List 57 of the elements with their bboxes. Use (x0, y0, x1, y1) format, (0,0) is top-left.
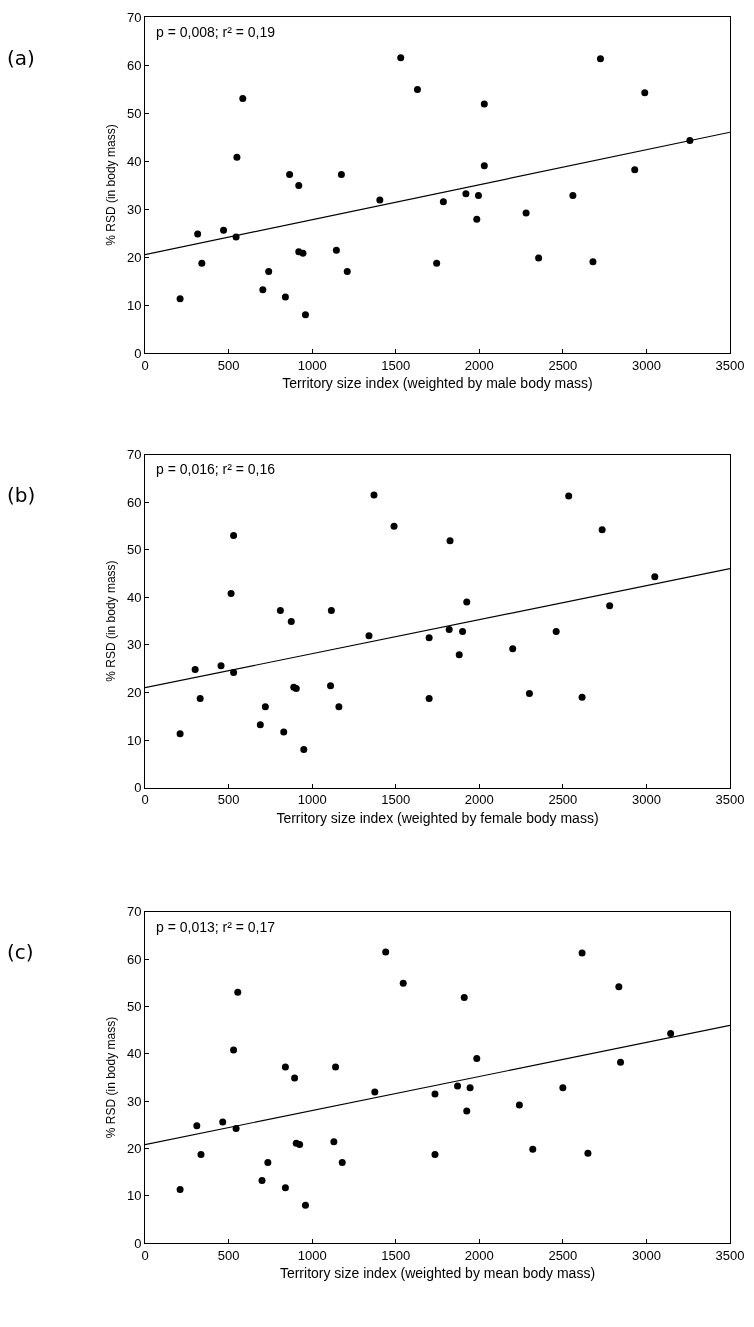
y-tick-label: 0 (134, 1235, 142, 1251)
annotation: p = 0,016; r² = 0,16 (156, 461, 276, 477)
y-tick-label: 0 (134, 780, 142, 796)
x-tick-label: 500 (217, 792, 240, 808)
x-tick-label: 2000 (464, 792, 494, 808)
y-tick-label: 50 (126, 105, 142, 121)
y-axis-title: % RSD (in body mass) (104, 560, 119, 682)
y-tick-label: 40 (126, 1046, 142, 1062)
x-tick-label: 3500 (715, 357, 745, 373)
y-tick-label: 40 (126, 153, 142, 169)
annotation: p = 0,013; r² = 0,17 (156, 919, 276, 935)
x-tick-label: 500 (217, 357, 240, 373)
y-axis-title: % RSD (in body mass) (104, 1016, 119, 1139)
text: (c) (7, 940, 34, 964)
y-tick-label: 0 (134, 345, 142, 361)
y-tick-label: 30 (126, 637, 142, 653)
y-tick-label: 10 (126, 1188, 142, 1204)
x-tick-label: 1500 (381, 1247, 411, 1263)
y-axis-title: % RSD (in body mass) (104, 124, 119, 246)
x-tick-label: 500 (217, 1247, 240, 1263)
x-tick-label: 2500 (548, 792, 578, 808)
x-axis-title: Territory size index (weighted by mean body mass) (279, 1264, 596, 1281)
x-tick-label: 2000 (464, 1247, 494, 1263)
y-tick-label: 70 (126, 9, 142, 25)
y-tick-label: 70 (126, 447, 142, 463)
x-tick-label: 3000 (631, 357, 661, 373)
x-tick-label: 1000 (297, 792, 327, 808)
y-tick-label: 20 (126, 684, 142, 700)
y-tick-label: 50 (126, 999, 142, 1015)
x-tick-label: 3500 (715, 1247, 745, 1263)
y-tick-label: 60 (126, 494, 142, 510)
y-tick-label: 30 (126, 201, 142, 217)
y-tick-label: 20 (126, 249, 142, 265)
y-tick-label: 50 (126, 542, 142, 558)
y-tick-label: 30 (126, 1093, 142, 1109)
y-tick-label: 10 (126, 297, 142, 313)
x-axis-title: Territory size index (weighted by male body mass) (282, 374, 593, 391)
y-tick-label: 10 (126, 732, 142, 748)
x-tick-label: 2500 (548, 357, 578, 373)
x-axis-title: Territory size index (weighted by female body mass) (276, 809, 599, 826)
y-tick-label: 40 (126, 589, 142, 605)
y-tick-label: 60 (126, 951, 142, 967)
x-tick-label: 3000 (631, 1247, 661, 1263)
y-tick-label: 20 (126, 1140, 142, 1156)
x-tick-label: 3500 (715, 792, 745, 808)
x-tick-label: 1500 (381, 792, 411, 808)
y-tick-label: 70 (126, 904, 142, 920)
text: (b) (7, 483, 36, 507)
text: (a) (7, 46, 35, 70)
x-tick-label: 2000 (464, 357, 494, 373)
x-tick-label: 1500 (381, 357, 411, 373)
x-tick-label: 3000 (631, 792, 661, 808)
annotation: p = 0,008; r² = 0,19 (156, 24, 276, 40)
x-tick-label: 1000 (297, 357, 327, 373)
x-tick-label: 1000 (297, 1247, 327, 1263)
x-tick-label: 2500 (548, 1247, 578, 1263)
y-tick-label: 60 (126, 57, 142, 73)
